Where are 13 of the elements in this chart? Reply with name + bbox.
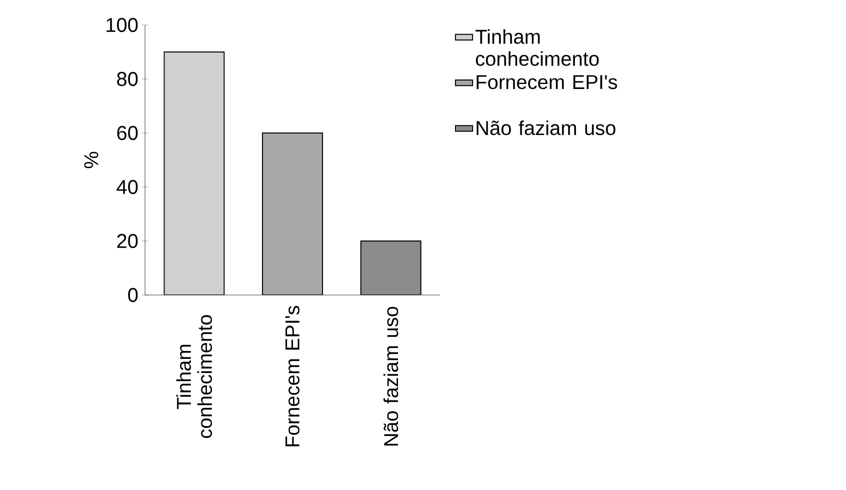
y-tick-label: 0 [128, 288, 138, 302]
x-tick-label: Fornecem EPI's [286, 306, 300, 446]
y-tick-label: 80 [117, 72, 138, 86]
y-axis-title: % [84, 152, 98, 168]
x-tick-label: Não faziam uso [383, 306, 398, 446]
y-tick-label: 60 [117, 126, 138, 140]
y-tick-label: 20 [117, 234, 138, 248]
y-tick-label: 40 [116, 180, 138, 194]
y-tick-label: 100 [106, 18, 138, 32]
x-tick-label: Tinham conhecimento [176, 315, 212, 438]
legend-label: Não faziam uso [476, 120, 616, 136]
legend-label: Tinham conhecimento [476, 29, 599, 66]
legend-label: Fornecem EPI's [476, 75, 618, 90]
